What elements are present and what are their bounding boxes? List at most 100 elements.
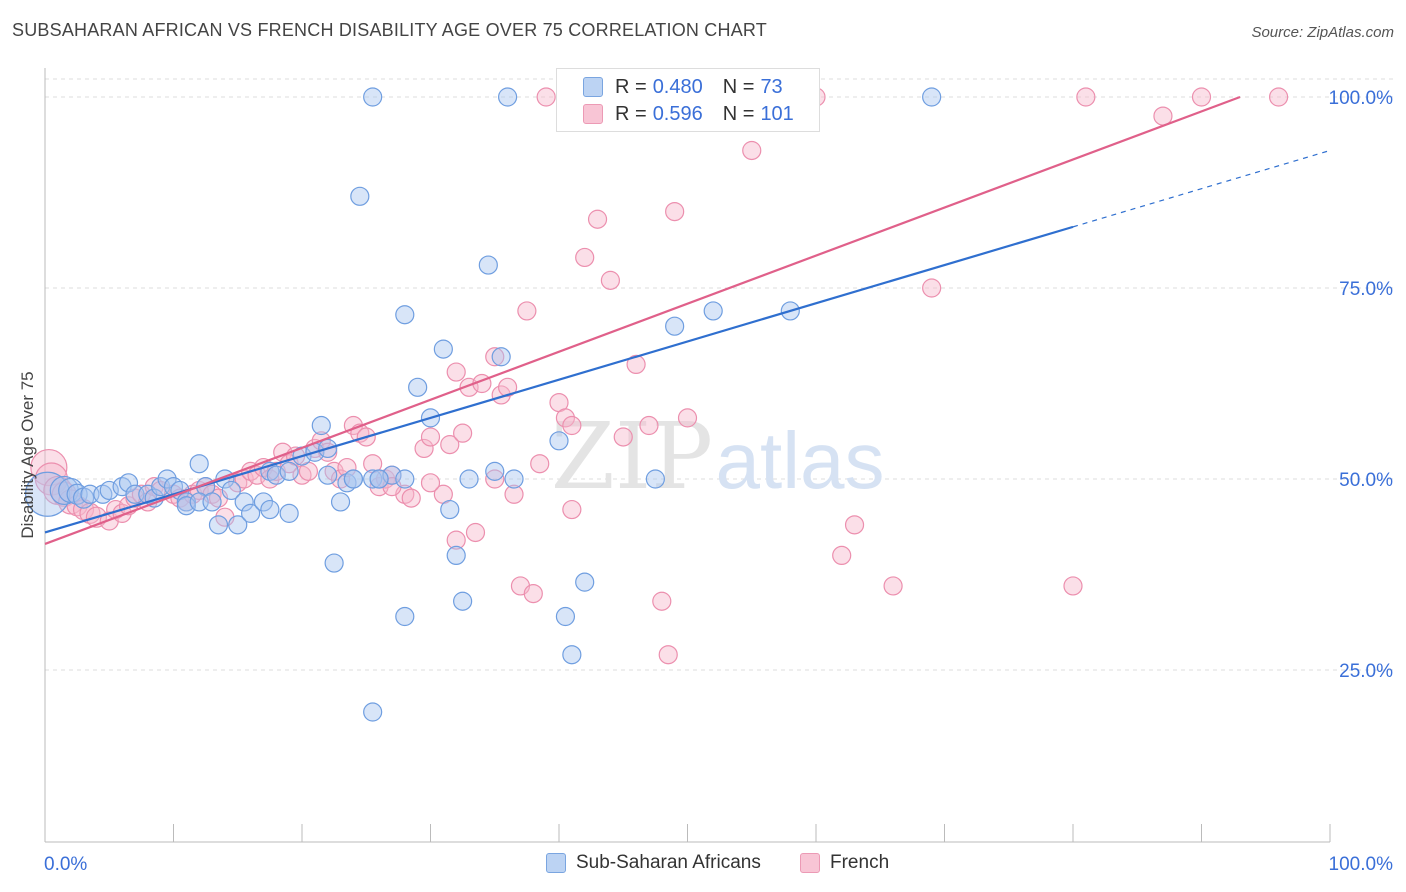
legend-item-french[interactable]: French bbox=[800, 852, 889, 874]
data-point-french bbox=[922, 278, 942, 298]
data-point-french bbox=[465, 522, 486, 543]
data-point-subsaharan bbox=[221, 480, 241, 501]
data-point-subsaharan bbox=[498, 87, 518, 107]
data-point-subsaharan bbox=[176, 496, 196, 516]
series-french-points bbox=[30, 87, 1289, 665]
data-point-french bbox=[652, 591, 672, 611]
y-tick-label: 100.0% bbox=[1329, 88, 1394, 109]
legend-r-value: 0.596 bbox=[652, 102, 703, 125]
legend-row-subsaharan: R = 0.480 N = 73 bbox=[583, 74, 783, 100]
data-point-subsaharan bbox=[504, 469, 524, 489]
y-tick-label: 75.0% bbox=[1339, 279, 1393, 300]
trend-line-subsaharan-extension bbox=[1072, 149, 1331, 228]
trend-line-french bbox=[44, 95, 1241, 545]
data-point-french bbox=[485, 469, 505, 489]
data-point-subsaharan bbox=[99, 480, 119, 501]
data-point-subsaharan bbox=[202, 492, 222, 512]
data-point-subsaharan bbox=[228, 515, 248, 535]
legend-swatch-pink bbox=[583, 104, 603, 124]
data-point-subsaharan bbox=[343, 469, 363, 489]
watermark-zip: ZIP bbox=[551, 403, 713, 510]
data-point-french bbox=[562, 415, 582, 436]
data-point-subsaharan bbox=[49, 475, 79, 506]
data-point-french bbox=[883, 576, 903, 596]
y-axis-label: Disability Age Over 75 bbox=[18, 371, 37, 539]
legend-item-subsaharan[interactable]: Sub-Saharan Africans bbox=[546, 852, 761, 874]
watermark: ZIP atlas bbox=[551, 403, 885, 510]
watermark-atlas: atlas bbox=[716, 416, 885, 505]
y-tick-label: 25.0% bbox=[1339, 661, 1393, 682]
data-point-subsaharan bbox=[665, 316, 685, 336]
data-point-subsaharan bbox=[395, 606, 415, 627]
correlation-legend: R = 0.480 N = 73 R = 0.596 N = 101 bbox=[556, 68, 820, 132]
series-legend: Sub-Saharan Africans French bbox=[0, 852, 1406, 878]
data-point-french bbox=[575, 247, 595, 268]
legend-row-french: R = 0.596 N = 101 bbox=[583, 101, 794, 127]
data-point-french bbox=[555, 408, 576, 428]
data-point-french bbox=[626, 354, 646, 374]
data-point-french bbox=[1268, 87, 1289, 107]
grid-lines bbox=[45, 78, 1395, 671]
legend-swatch-pink bbox=[800, 853, 820, 873]
legend-item-label: French bbox=[830, 852, 890, 873]
data-point-french bbox=[420, 473, 441, 493]
axes bbox=[44, 68, 1331, 843]
data-point-french bbox=[613, 427, 633, 447]
data-point-subsaharan bbox=[350, 186, 370, 206]
data-point-subsaharan bbox=[279, 461, 299, 481]
data-point-subsaharan bbox=[330, 492, 351, 512]
data-point-french bbox=[658, 645, 678, 665]
data-point-subsaharan bbox=[645, 469, 665, 489]
data-point-subsaharan bbox=[478, 255, 498, 275]
legend-r-label: R = bbox=[615, 102, 647, 125]
data-point-french bbox=[453, 423, 473, 443]
data-point-subsaharan bbox=[363, 469, 383, 489]
data-point-french bbox=[677, 408, 698, 428]
data-point-subsaharan bbox=[549, 431, 569, 451]
x-tick-label: 0.0% bbox=[44, 854, 87, 875]
data-point-subsaharan bbox=[575, 572, 595, 592]
data-point-french bbox=[742, 140, 762, 161]
data-point-subsaharan bbox=[157, 469, 177, 489]
data-point-subsaharan bbox=[485, 461, 505, 481]
data-point-french bbox=[1191, 87, 1212, 107]
data-point-subsaharan bbox=[433, 339, 453, 359]
data-point-subsaharan bbox=[369, 469, 389, 489]
data-point-french bbox=[337, 457, 357, 478]
legend-r-label: R = bbox=[615, 75, 647, 98]
data-point-subsaharan bbox=[260, 499, 280, 520]
data-point-french bbox=[485, 347, 505, 367]
data-point-french bbox=[844, 515, 865, 535]
data-point-subsaharan bbox=[703, 301, 723, 321]
data-point-subsaharan bbox=[234, 492, 254, 512]
data-point-subsaharan bbox=[253, 492, 274, 512]
x-tick-label: 100.0% bbox=[1329, 854, 1394, 875]
data-point-french bbox=[420, 427, 441, 447]
data-point-french bbox=[639, 415, 659, 436]
data-point-french bbox=[517, 301, 537, 321]
data-point-subsaharan bbox=[241, 503, 261, 523]
trend-lines bbox=[44, 95, 1331, 545]
data-point-subsaharan bbox=[324, 553, 344, 573]
data-point-french bbox=[1063, 576, 1083, 596]
data-point-subsaharan bbox=[922, 87, 942, 107]
data-point-french bbox=[446, 362, 466, 382]
legend-n-label: N = bbox=[722, 75, 755, 98]
data-point-subsaharan bbox=[363, 702, 383, 722]
data-point-subsaharan bbox=[279, 503, 299, 523]
data-point-subsaharan bbox=[24, 471, 71, 517]
data-point-subsaharan bbox=[446, 545, 466, 566]
data-point-french bbox=[446, 530, 466, 550]
data-point-french bbox=[832, 545, 852, 566]
legend-n-value: 73 bbox=[760, 75, 783, 98]
data-point-french bbox=[401, 488, 421, 508]
legend-n-label: N = bbox=[722, 102, 755, 125]
data-point-french bbox=[414, 438, 434, 459]
data-point-subsaharan bbox=[189, 454, 209, 474]
data-point-subsaharan bbox=[208, 515, 229, 535]
data-point-subsaharan bbox=[453, 591, 473, 611]
data-point-french bbox=[562, 499, 582, 520]
data-point-french bbox=[530, 454, 550, 474]
data-point-subsaharan bbox=[311, 415, 331, 436]
